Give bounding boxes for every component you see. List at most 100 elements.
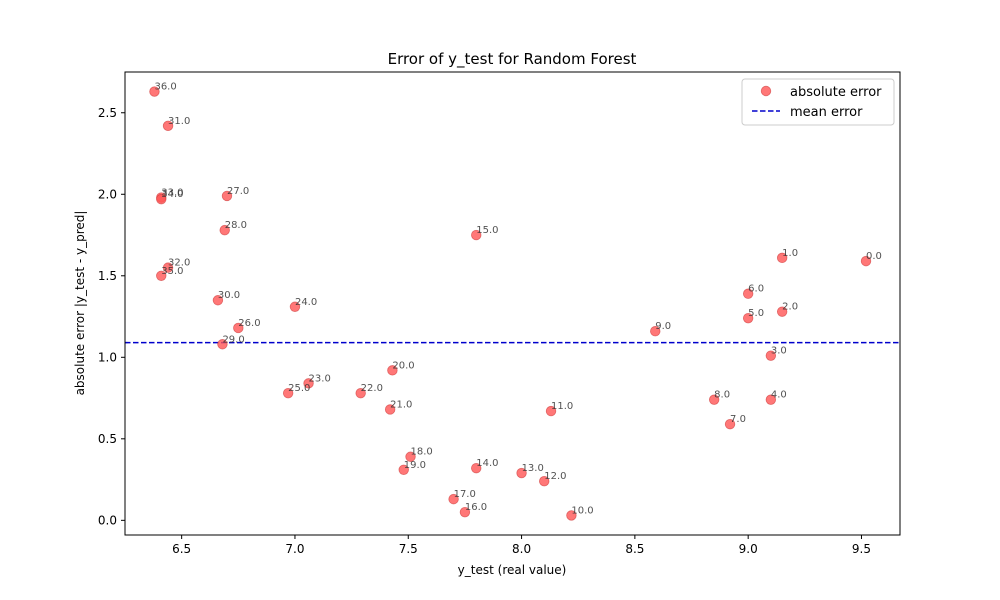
x-tick-label: 6.5 [172,542,191,556]
point-label: 16.0 [465,502,487,513]
x-tick-label: 8.0 [512,542,531,556]
data-point [516,467,527,479]
data-point [212,295,224,306]
point-label: 22.0 [361,383,383,394]
data-point [217,339,228,350]
point-label: 10.0 [571,505,593,516]
point-label: 26.0 [238,318,260,329]
data-point [539,476,550,487]
data-point [303,378,314,389]
data-point [708,394,720,405]
point-label: 14.0 [476,458,498,469]
point-label: 17.0 [454,489,476,500]
point-label: 27.0 [227,186,249,197]
point-label: 11.0 [551,401,573,412]
point-label: 31.0 [168,116,190,127]
point-label: 9.0 [655,321,671,332]
point-label: 6.0 [748,284,764,295]
point-label: 34.0 [161,189,183,200]
data-point [233,322,244,334]
point-label: 20.0 [392,360,414,371]
point-label: 19.0 [404,460,426,471]
point-label: 13.0 [522,463,544,474]
point-label: 3.0 [771,346,787,357]
point-label: 28.0 [225,220,247,231]
point-label: 23.0 [309,373,331,384]
x-tick-label: 7.5 [399,542,418,556]
point-label: 18.0 [411,447,433,458]
point-label: 33.0 [161,188,183,199]
point-label: 35.0 [161,266,183,277]
y-tick-label: 1.0 [98,350,117,364]
legend-marker-absolute-error [760,85,772,97]
data-point [398,464,409,475]
data-point [149,86,160,97]
data-point [448,493,459,505]
data-point [384,404,396,415]
chart-title: Error of y_test for Random Forest [388,50,637,69]
y-tick-label: 0.0 [98,513,117,527]
data-point [742,288,754,299]
point-label: 4.0 [771,390,787,401]
point-label: 8.0 [714,390,730,401]
data-point [156,270,167,281]
point-label: 21.0 [390,399,412,410]
point-label: 24.0 [295,297,317,308]
data-point [162,262,174,273]
data-point [471,229,482,241]
legend-box [741,78,895,126]
point-label: 15.0 [476,225,498,236]
data-point [860,255,872,267]
point-label: 2.0 [782,302,798,313]
legend-label-absolute-error: absolute error [790,85,882,100]
x-axis-ticks: 6.5 7.0 7.5 8.0 8.5 9.0 9.5 [172,535,871,556]
x-tick-label: 9.0 [739,542,758,556]
data-point [405,451,416,462]
axes-frame [124,71,901,536]
point-label: 25.0 [288,383,310,394]
data-point [765,350,777,361]
data-points [149,86,872,521]
data-point [387,365,398,376]
data-point [219,224,230,236]
data-point [471,462,482,474]
data-point [650,326,661,337]
data-point [566,510,577,521]
point-label: 0.0 [866,251,882,262]
y-tick-label: 2.5 [98,106,117,120]
data-point [289,301,301,312]
y-tick-label: 2.0 [98,187,117,201]
data-point [459,506,471,518]
data-point [355,387,366,399]
point-label: 12.0 [544,471,566,482]
x-tick-label: 7.0 [285,542,304,556]
y-axis-ticks: 0.0 0.5 1.0 1.5 2.0 2.5 [98,106,125,527]
point-label: 30.0 [218,290,240,301]
x-tick-label: 9.5 [852,542,871,556]
data-point [776,306,788,317]
point-label: 32.0 [168,258,190,269]
data-point [765,394,777,405]
data-point [221,190,233,202]
y-axis-label: absolute error |y_test - y_pred| [73,211,87,396]
point-label: 36.0 [154,82,176,93]
point-label: 1.0 [782,248,798,259]
data-point [156,193,167,205]
point-labels: 0.0 1.0 2.0 3.0 4.0 5.0 6.0 7.0 8.0 9.0 10.0 11.0 12… [154,82,881,517]
y-tick-label: 0.5 [98,432,117,446]
point-label: 7.0 [730,414,746,425]
data-point [282,387,294,399]
y-tick-label: 1.5 [98,269,117,283]
point-label: 29.0 [222,334,244,345]
legend-label-mean-error: mean error [790,105,863,120]
x-axis-label: y_test (real value) [458,563,567,577]
data-point [545,405,557,417]
point-label: 5.0 [748,308,764,319]
data-point [742,312,754,324]
data-point [724,418,736,430]
x-tick-label: 8.5 [625,542,644,556]
data-point [162,120,174,131]
legend: absolute error mean error [741,78,895,126]
data-point [776,252,788,264]
